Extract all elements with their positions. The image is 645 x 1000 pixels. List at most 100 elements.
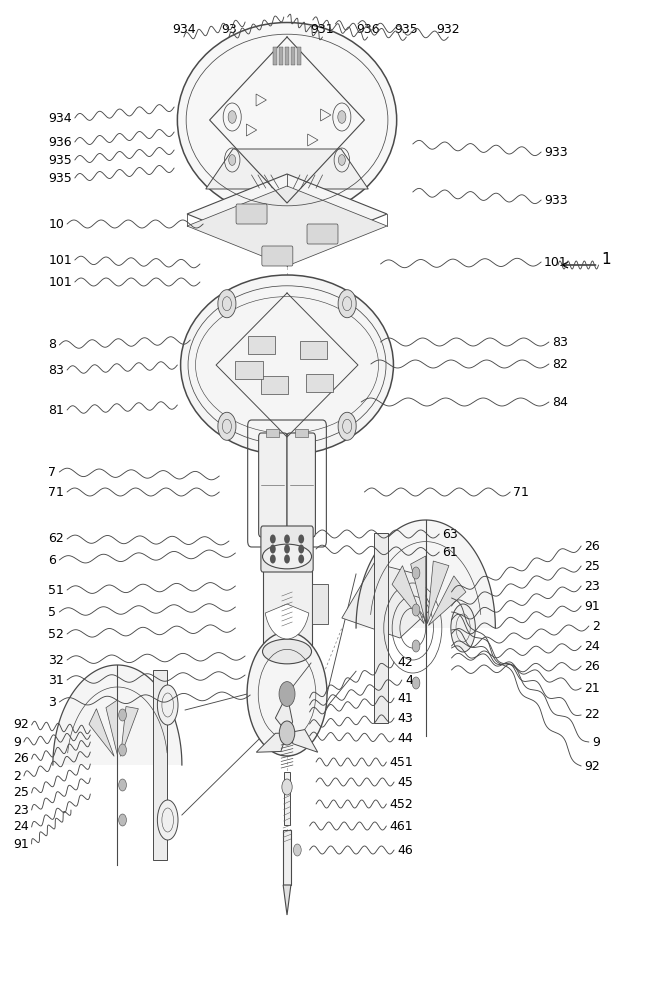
Circle shape	[279, 721, 295, 745]
Polygon shape	[206, 149, 368, 189]
Bar	[235, 361, 263, 379]
Polygon shape	[342, 563, 432, 638]
Polygon shape	[283, 885, 291, 915]
Bar	[283, 830, 291, 885]
Text: 101: 101	[48, 253, 72, 266]
Text: 44: 44	[397, 732, 413, 744]
Polygon shape	[53, 665, 182, 765]
Text: 62: 62	[48, 532, 64, 546]
Text: 71: 71	[48, 486, 64, 498]
Text: 8: 8	[48, 338, 56, 352]
Text: 24: 24	[13, 820, 28, 834]
Text: 101: 101	[544, 255, 568, 268]
Text: 932: 932	[437, 23, 460, 36]
Text: 63: 63	[442, 528, 458, 540]
Text: 61: 61	[442, 546, 458, 558]
Circle shape	[270, 554, 275, 564]
Circle shape	[412, 640, 420, 652]
Text: 23: 23	[584, 580, 600, 592]
Text: 934: 934	[172, 23, 195, 36]
Text: 23: 23	[13, 804, 28, 816]
Circle shape	[338, 290, 356, 318]
Text: 82: 82	[551, 358, 568, 370]
Circle shape	[279, 682, 295, 706]
Text: 84: 84	[551, 395, 568, 408]
FancyBboxPatch shape	[261, 526, 313, 572]
Polygon shape	[287, 730, 318, 752]
Text: 931: 931	[311, 23, 334, 36]
Circle shape	[228, 111, 236, 123]
Ellipse shape	[157, 685, 178, 725]
Bar	[279, 47, 283, 65]
Bar	[248, 336, 275, 354]
Circle shape	[119, 744, 126, 756]
Circle shape	[270, 544, 275, 554]
Bar	[374, 533, 388, 723]
Circle shape	[284, 544, 290, 554]
Circle shape	[412, 677, 420, 689]
Text: 5: 5	[48, 605, 56, 618]
Polygon shape	[187, 174, 387, 254]
Text: 2: 2	[13, 770, 21, 782]
Circle shape	[218, 290, 236, 318]
Text: 46: 46	[397, 844, 413, 856]
FancyBboxPatch shape	[287, 433, 315, 537]
Bar	[284, 772, 290, 825]
Text: 92: 92	[584, 760, 600, 772]
FancyBboxPatch shape	[236, 204, 267, 224]
Text: 26: 26	[13, 752, 28, 766]
Text: 25: 25	[584, 560, 600, 572]
Circle shape	[298, 534, 304, 544]
Polygon shape	[89, 709, 114, 756]
Ellipse shape	[263, 639, 312, 664]
Text: 6: 6	[48, 554, 56, 566]
Text: 93: 93	[221, 23, 237, 36]
Text: 9: 9	[592, 736, 600, 748]
Text: 41: 41	[397, 692, 413, 704]
Text: 451: 451	[389, 756, 413, 768]
Polygon shape	[106, 700, 117, 755]
Circle shape	[119, 709, 126, 721]
Text: 25: 25	[13, 786, 29, 800]
Text: 45: 45	[397, 776, 413, 788]
Circle shape	[338, 111, 346, 123]
Ellipse shape	[263, 544, 312, 569]
Text: 933: 933	[544, 194, 568, 207]
Circle shape	[338, 412, 356, 440]
Text: 31: 31	[48, 674, 64, 686]
Text: 9: 9	[13, 736, 21, 748]
Bar	[285, 47, 289, 65]
Circle shape	[412, 567, 420, 579]
Circle shape	[284, 534, 290, 544]
Polygon shape	[392, 566, 424, 624]
Circle shape	[270, 534, 275, 544]
FancyBboxPatch shape	[259, 433, 287, 537]
Circle shape	[119, 814, 126, 826]
Bar	[306, 374, 333, 392]
Ellipse shape	[181, 275, 393, 455]
Circle shape	[284, 554, 290, 564]
Text: 81: 81	[48, 403, 64, 416]
Bar	[297, 47, 301, 65]
FancyBboxPatch shape	[307, 224, 338, 244]
Ellipse shape	[157, 800, 178, 840]
Polygon shape	[428, 576, 466, 626]
Circle shape	[229, 155, 235, 165]
Text: 26: 26	[584, 660, 600, 672]
Circle shape	[298, 554, 304, 564]
Text: 91: 91	[584, 599, 600, 612]
Polygon shape	[427, 561, 449, 624]
Text: 92: 92	[13, 718, 28, 732]
Bar	[300, 341, 327, 359]
Text: 91: 91	[13, 838, 28, 850]
Text: 83: 83	[551, 336, 568, 349]
Bar	[295, 429, 308, 437]
Bar	[273, 47, 277, 65]
Ellipse shape	[451, 604, 475, 652]
Bar	[263, 556, 312, 652]
Text: 936: 936	[356, 23, 379, 36]
Text: 26: 26	[584, 540, 600, 552]
Text: 4: 4	[405, 674, 413, 686]
Bar	[291, 47, 295, 65]
Text: 22: 22	[584, 708, 600, 722]
